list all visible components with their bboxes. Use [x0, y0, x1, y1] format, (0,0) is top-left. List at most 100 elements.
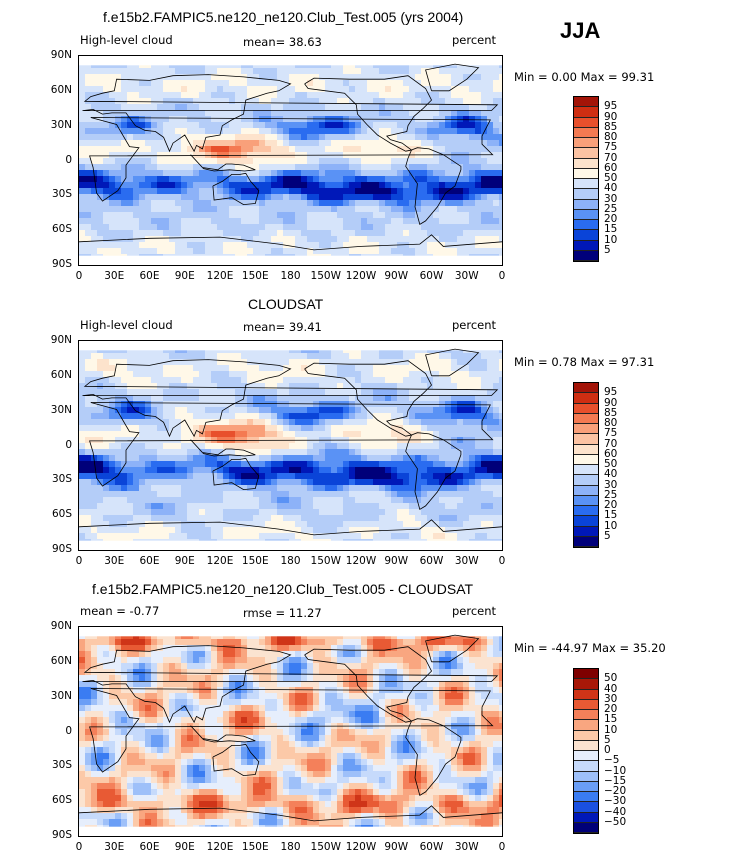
colorbar-swatch	[574, 138, 598, 149]
lon-tick-label: 180	[280, 555, 301, 567]
coastline-3	[304, 75, 432, 152]
lat-tick-label: 90N	[50, 334, 72, 346]
lon-tick-label: 60E	[139, 841, 160, 853]
colorbar-level-label: −10	[604, 764, 627, 777]
lon-tick-label: 60W	[419, 555, 444, 567]
lon-tick-label: 180	[280, 270, 301, 282]
colorbar-swatch	[574, 506, 598, 517]
panel-2-title: CLOUDSAT	[248, 296, 324, 312]
colorbar-level-label: 75	[604, 427, 618, 440]
colorbar-swatch	[574, 485, 598, 496]
lon-tick-label: 30W	[454, 555, 479, 567]
panel-3-mean-label: mean = -0.77	[80, 604, 160, 618]
season-label: JJA	[560, 18, 601, 43]
colorbar-level-label: 15	[604, 223, 618, 236]
panel-1-map	[78, 55, 503, 266]
colorbar-swatch	[574, 434, 598, 445]
colorbar-level-label: 25	[604, 488, 618, 501]
colorbar-swatch	[574, 781, 598, 792]
panel-3-minmax: Min = -44.97 Max = 35.20	[514, 641, 666, 655]
colorbar-level-label: −5	[604, 754, 620, 767]
lat-tick-label: 0	[65, 438, 72, 451]
lat-tick-label: 60S	[51, 508, 72, 521]
colorbar-swatch	[574, 383, 598, 394]
lon-tick-label: 90W	[384, 270, 409, 282]
colorbar-swatch	[574, 413, 598, 424]
colorbar-level-label: 90	[604, 396, 618, 409]
colorbar-level-label: 10	[604, 723, 618, 736]
lon-tick-label: 120W	[345, 270, 377, 282]
lat-tick-label: 30N	[50, 118, 72, 131]
lat-tick-label: 60S	[51, 223, 72, 236]
colorbar-swatch	[574, 117, 598, 128]
lon-tick-label: 0	[498, 555, 506, 567]
lat-tick-label: 90S	[51, 829, 72, 841]
panel-1-colorbar	[573, 96, 599, 262]
colorbar-swatch	[574, 179, 598, 190]
lon-tick-label: 90E	[174, 555, 195, 567]
coastline-4	[405, 718, 462, 797]
coastline-3	[304, 646, 432, 723]
panel-1-units-label: percent	[452, 33, 497, 47]
lon-tick-label: 0	[498, 270, 506, 282]
colorbar-swatch	[574, 199, 598, 210]
lon-tick-label: 60W	[419, 270, 444, 282]
lon-tick-label: 120W	[345, 841, 377, 853]
panel-2-mean-label: mean= 39.41	[243, 320, 322, 334]
colorbar-swatch	[574, 454, 598, 465]
map-canvas	[79, 627, 502, 836]
lon-tick-label: 90E	[174, 270, 195, 282]
colorbar-swatch	[574, 516, 598, 527]
lon-tick-label: 150W	[310, 841, 341, 853]
panel-3-units-label: percent	[452, 604, 497, 618]
lat-tick-label: 90S	[51, 258, 72, 270]
lon-tick-label: 0	[75, 555, 83, 567]
lon-tick-label: 120E	[206, 555, 234, 567]
colorbar-level-label: 0	[604, 744, 611, 756]
lon-tick-label: 150E	[241, 841, 269, 853]
lon-tick-label: 150W	[310, 270, 341, 282]
colorbar-level-label: 75	[604, 141, 618, 154]
coastline-6	[79, 805, 502, 822]
lon-tick-label: 120W	[345, 555, 377, 567]
colorbar-level-label: 20	[604, 703, 618, 715]
colorbar-level-label: 5	[604, 529, 611, 542]
lon-tick-label: 150E	[241, 555, 269, 567]
colorbar-swatch	[574, 761, 598, 772]
colorbar-swatch	[574, 424, 598, 435]
coastline-5	[425, 634, 480, 663]
coastline-5	[425, 63, 480, 92]
lon-tick-label: 150E	[241, 270, 269, 282]
panel-3-rmse-label: rmse = 11.27	[243, 606, 322, 620]
colorbar-level-label: 60	[604, 447, 618, 460]
colorbar-level-label: 70	[604, 437, 618, 450]
colorbar-level-label: 70	[604, 151, 618, 164]
colorbar-level-label: 85	[604, 120, 618, 133]
colorbar-level-label: 15	[604, 509, 618, 522]
panel-2-variable-label: High-level cloud	[80, 318, 173, 332]
colorbar-swatch	[574, 689, 598, 700]
lon-tick-label: 0	[498, 841, 506, 853]
lon-tick-label: 90W	[384, 555, 409, 567]
colorbar-level-label: 50	[604, 458, 618, 470]
colorbar-level-label: 25	[604, 202, 618, 215]
colorbar-level-label: 40	[604, 682, 618, 695]
coastline-1	[82, 74, 499, 153]
colorbar-swatch	[574, 230, 598, 241]
colorbar-swatch	[574, 751, 598, 762]
colorbar-swatch	[574, 444, 598, 455]
panel-1-minmax: Min = 0.00 Max = 99.31	[514, 70, 655, 84]
lon-tick-label: 180	[280, 841, 301, 853]
coastline-1	[82, 359, 499, 438]
colorbar-level-label: 80	[604, 131, 618, 143]
colorbar-level-label: 90	[604, 110, 618, 123]
colorbar-swatch	[574, 148, 598, 159]
map-canvas	[79, 341, 502, 550]
colorbar-swatch	[574, 526, 598, 537]
coastline-7	[190, 725, 256, 743]
colorbar-level-label: 60	[604, 161, 618, 174]
lat-tick-label: 30S	[51, 473, 72, 486]
colorbar-swatch	[574, 822, 598, 833]
lat-tick-label: 90N	[50, 620, 72, 632]
colorbar-level-label: 80	[604, 417, 618, 429]
